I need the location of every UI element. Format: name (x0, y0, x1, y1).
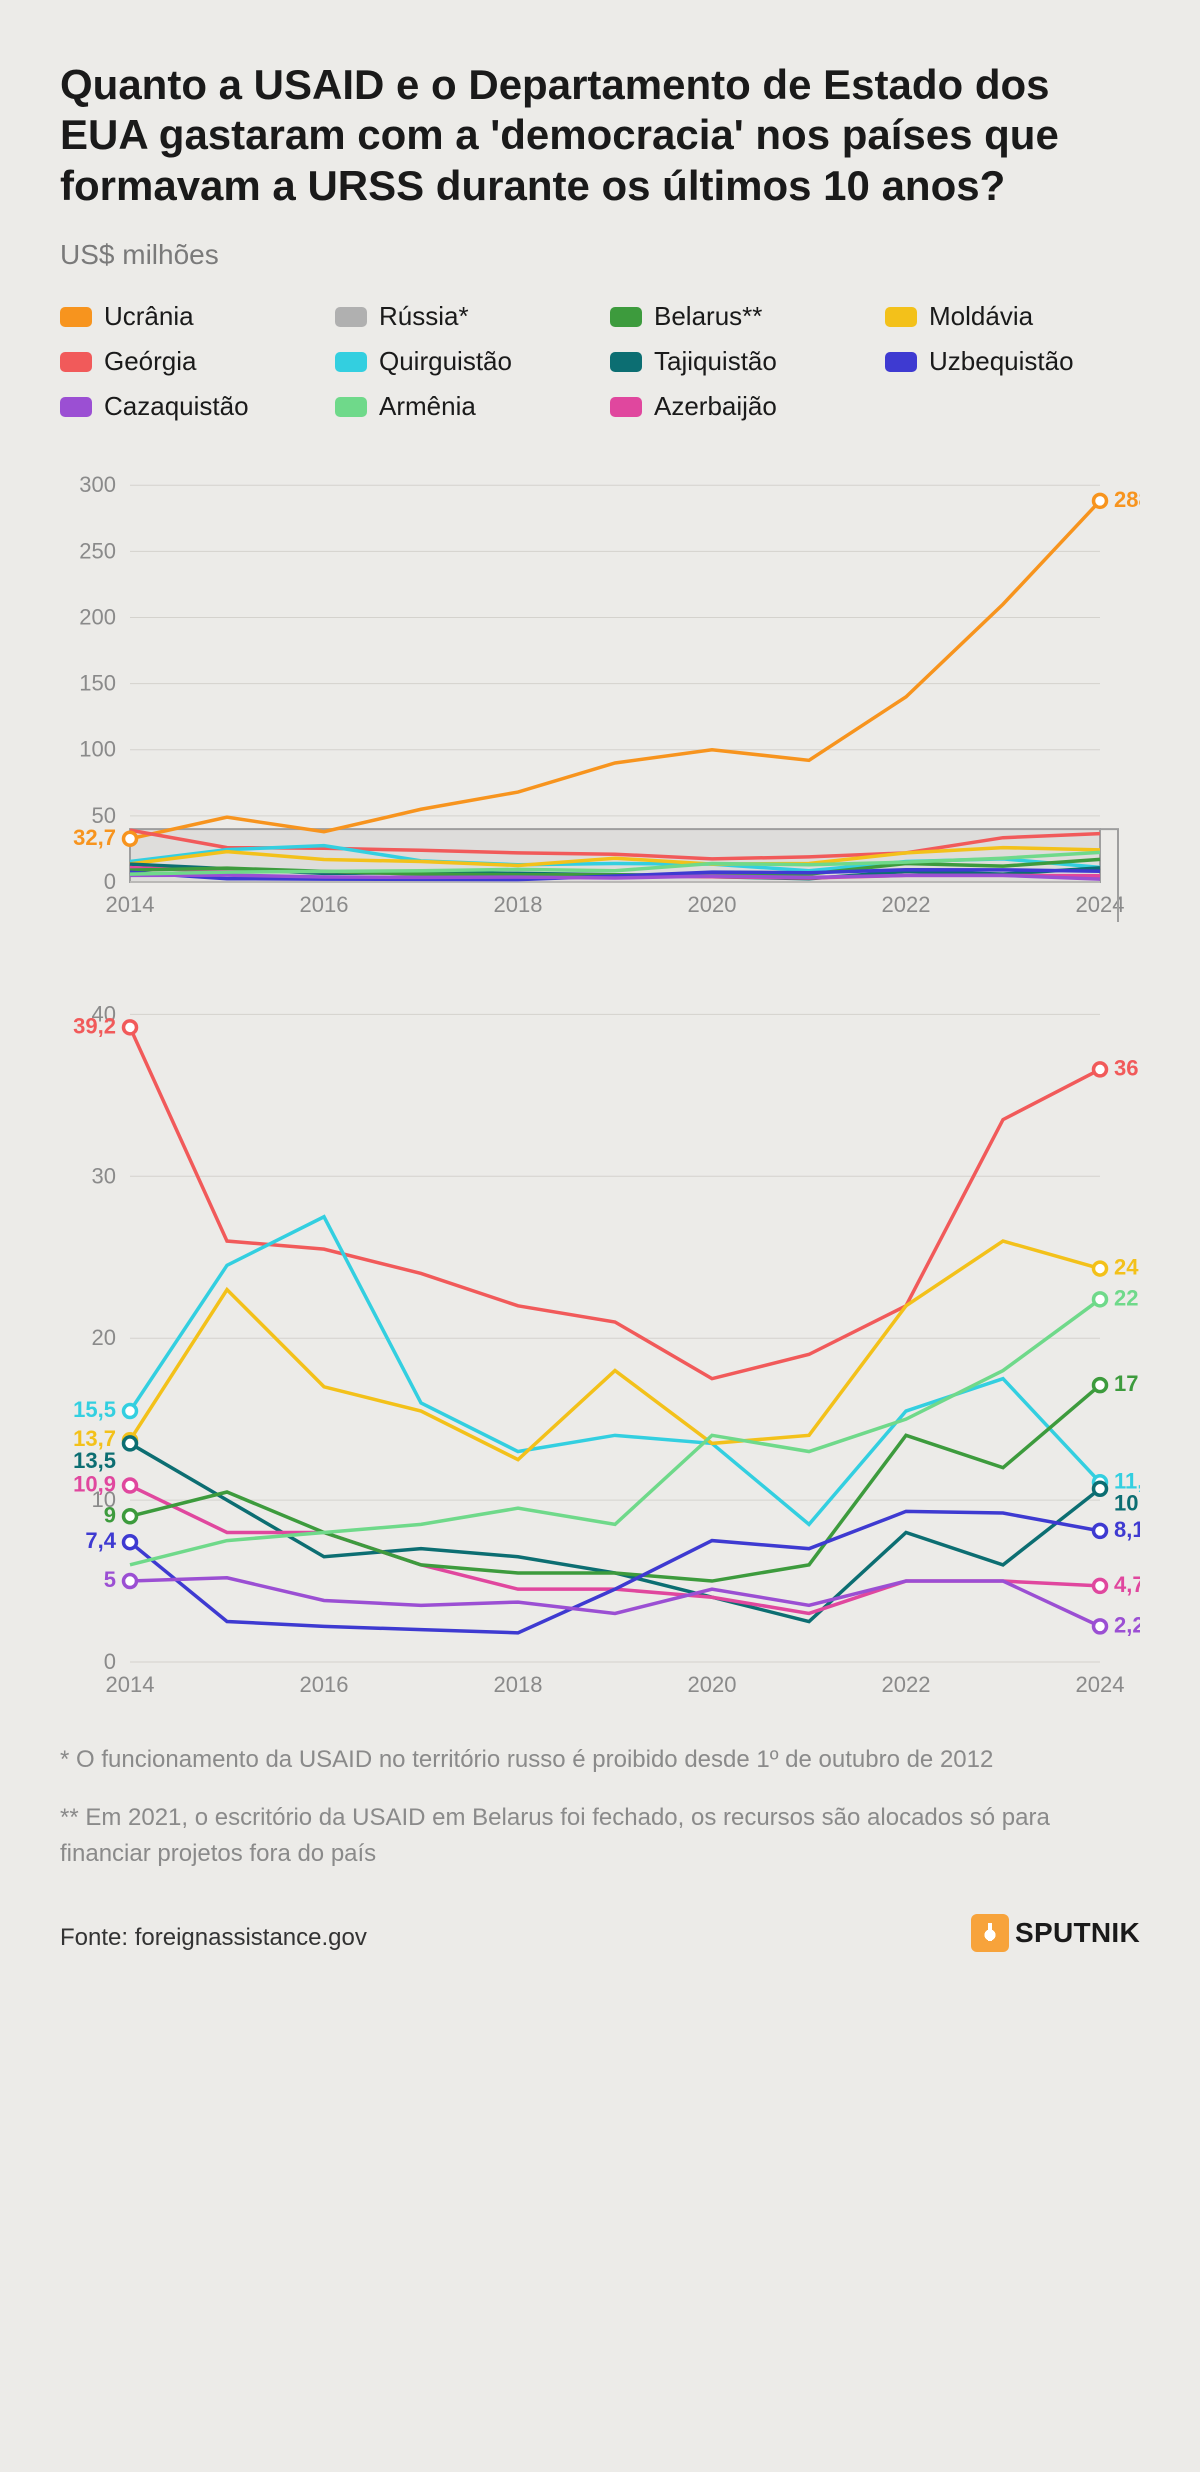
svg-text:9: 9 (104, 1502, 116, 1527)
svg-text:100: 100 (79, 737, 116, 762)
sputnik-icon (971, 1914, 1009, 1952)
legend-item: Cazaquistão (60, 391, 315, 422)
svg-text:39,2: 39,2 (73, 1014, 116, 1039)
legend-swatch (60, 352, 92, 372)
legend-swatch (335, 352, 367, 372)
legend-item: Rússia* (335, 301, 590, 332)
legend-label: Belarus** (654, 301, 762, 332)
svg-text:288,2: 288,2 (1114, 487, 1140, 512)
svg-text:20: 20 (92, 1325, 116, 1350)
legend-item: Uzbequistão (885, 346, 1140, 377)
svg-text:17,1: 17,1 (1114, 1371, 1140, 1396)
legend: Ucrânia Rússia* Belarus** Moldávia Geórgia Qu… (60, 301, 1140, 422)
legend-item: Azerbaijão (610, 391, 865, 422)
svg-text:15,5: 15,5 (73, 1397, 116, 1422)
legend-swatch (60, 307, 92, 327)
footnote: ** Em 2021, o escritório da USAID em Bel… (60, 1800, 1140, 1872)
svg-text:0: 0 (104, 869, 116, 894)
legend-swatch (335, 397, 367, 417)
top-chart: 0501001502002503002014201620182020202220… (60, 462, 1140, 922)
svg-text:10,9: 10,9 (73, 1472, 116, 1497)
svg-text:22,4: 22,4 (1114, 1286, 1140, 1311)
svg-text:200: 200 (79, 605, 116, 630)
svg-text:32,7: 32,7 (73, 825, 116, 850)
svg-text:5: 5 (104, 1567, 116, 1592)
legend-swatch (60, 397, 92, 417)
legend-item: Quirguistão (335, 346, 590, 377)
svg-text:13,5: 13,5 (73, 1448, 116, 1473)
legend-item: Geórgia (60, 346, 315, 377)
legend-item: Armênia (335, 391, 590, 422)
legend-label: Armênia (379, 391, 476, 422)
svg-text:2016: 2016 (300, 892, 349, 917)
svg-text:4,7: 4,7 (1114, 1572, 1140, 1597)
svg-text:2014: 2014 (106, 1672, 155, 1697)
footnotes: * O funcionamento da USAID no território… (60, 1742, 1140, 1872)
svg-text:2024: 2024 (1076, 1672, 1125, 1697)
legend-label: Quirguistão (379, 346, 512, 377)
source-text: Fonte: foreignassistance.gov (60, 1924, 367, 1952)
legend-label: Tajiquistão (654, 346, 777, 377)
svg-text:2020: 2020 (688, 892, 737, 917)
svg-text:300: 300 (79, 472, 116, 497)
legend-swatch (335, 307, 367, 327)
svg-text:10,7: 10,7 (1114, 1490, 1140, 1515)
legend-item: Belarus** (610, 301, 865, 332)
svg-text:2018: 2018 (494, 1672, 543, 1697)
svg-text:2020: 2020 (688, 1672, 737, 1697)
legend-swatch (610, 307, 642, 327)
legend-label: Uzbequistão (929, 346, 1074, 377)
legend-swatch (610, 397, 642, 417)
svg-text:8,1: 8,1 (1114, 1517, 1140, 1542)
svg-text:2018: 2018 (494, 892, 543, 917)
chart-title: Quanto a USAID e o Departamento de Estad… (60, 60, 1140, 211)
svg-text:7,4: 7,4 (85, 1528, 116, 1553)
legend-swatch (885, 352, 917, 372)
svg-text:2,2: 2,2 (1114, 1613, 1140, 1638)
legend-item: Tajiquistão (610, 346, 865, 377)
svg-text:2014: 2014 (106, 892, 155, 917)
legend-label: Ucrânia (104, 301, 194, 332)
sputnik-branding: SPUTNIK (971, 1914, 1140, 1952)
legend-label: Azerbaijão (654, 391, 777, 422)
svg-text:36,6: 36,6 (1114, 1056, 1140, 1081)
svg-text:2016: 2016 (300, 1672, 349, 1697)
legend-label: Cazaquistão (104, 391, 249, 422)
svg-text:30: 30 (92, 1163, 116, 1188)
footnote: * O funcionamento da USAID no território… (60, 1742, 1140, 1778)
chart-subtitle: US$ milhões (60, 239, 1140, 271)
svg-text:2022: 2022 (882, 1672, 931, 1697)
legend-swatch (885, 307, 917, 327)
svg-text:150: 150 (79, 671, 116, 696)
svg-text:250: 250 (79, 539, 116, 564)
legend-label: Geórgia (104, 346, 197, 377)
sputnik-label: SPUTNIK (1015, 1917, 1140, 1949)
legend-item: Ucrânia (60, 301, 315, 332)
svg-text:24,3: 24,3 (1114, 1255, 1140, 1280)
legend-item: Moldávia (885, 301, 1140, 332)
svg-text:0: 0 (104, 1649, 116, 1674)
svg-text:2022: 2022 (882, 892, 931, 917)
legend-label: Rússia* (379, 301, 469, 332)
bottom-chart: 01020304020142016201820202022202439,215,… (60, 962, 1140, 1702)
legend-swatch (610, 352, 642, 372)
legend-label: Moldávia (929, 301, 1033, 332)
